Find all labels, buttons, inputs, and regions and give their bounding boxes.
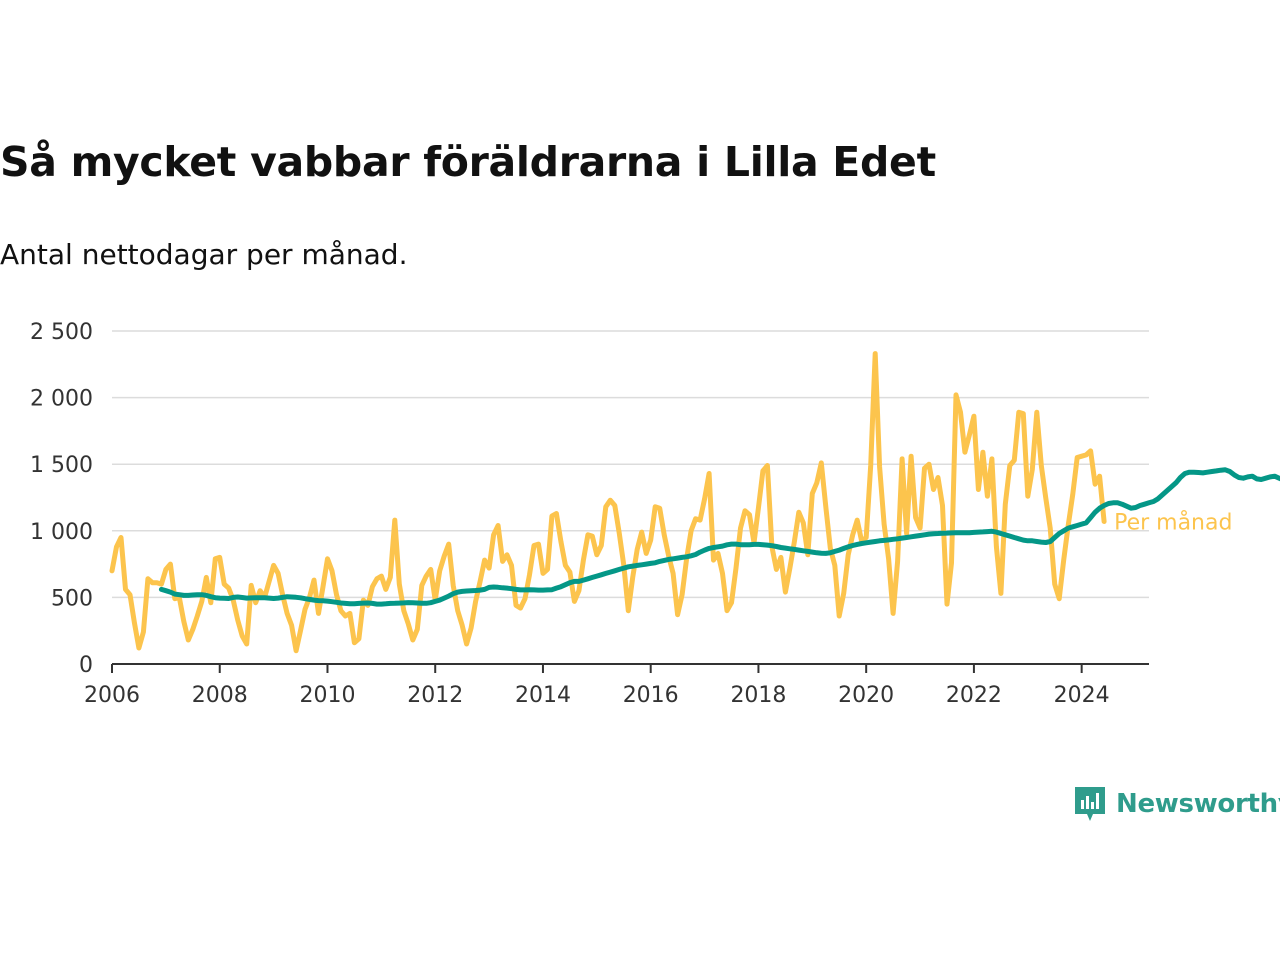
x-tick-label: 2016 [623,683,679,708]
series-lines [109,351,1280,654]
y-tick-label: 500 [51,586,93,611]
y-tick-label: 2 500 [30,320,93,345]
x-tick-label: 2012 [407,683,463,708]
series-labels: TrendPer månad [1114,509,1232,535]
x-tick-label: 2010 [299,683,355,708]
brand-name: Newsworthy [1116,789,1280,819]
x-tick-label: 2018 [730,683,786,708]
x-tick-label: 2024 [1054,683,1110,708]
chart-subtitle: Antal nettodagar per månad. [0,238,408,271]
y-axis-tick-labels: 0 500 1 000 1 500 2 000 2 500 [30,320,93,678]
x-tick-label: 2008 [192,683,248,708]
y-tick-label: 0 [79,653,93,678]
series-label-per-m-nad: Per månad [1114,509,1232,535]
line-chart: 0 500 1 000 1 500 2 000 2 500 2006 2008 2010 201… [30,320,1280,708]
y-tick-label: 1 000 [30,520,93,545]
x-tick-label: 2022 [946,683,1002,708]
x-axis: 2006 2008 2010 2012 2014 2016 2018 2020 2022 2024 [84,663,1149,708]
newsworthy-logo-icon [1075,787,1105,821]
brand: Newsworthy [1072,784,1280,824]
chart-title: Så mycket vabbar föräldrarna i Lilla Ede… [0,138,936,186]
y-tick-label: 1 500 [30,453,93,478]
x-tick-label: 2020 [838,683,894,708]
y-tick-label: 2 000 [30,387,93,412]
x-tick-label: 2006 [84,683,140,708]
series-line-per-m-nad [109,351,1107,654]
series-line-trend [158,467,1280,607]
x-tick-label: 2014 [515,683,571,708]
